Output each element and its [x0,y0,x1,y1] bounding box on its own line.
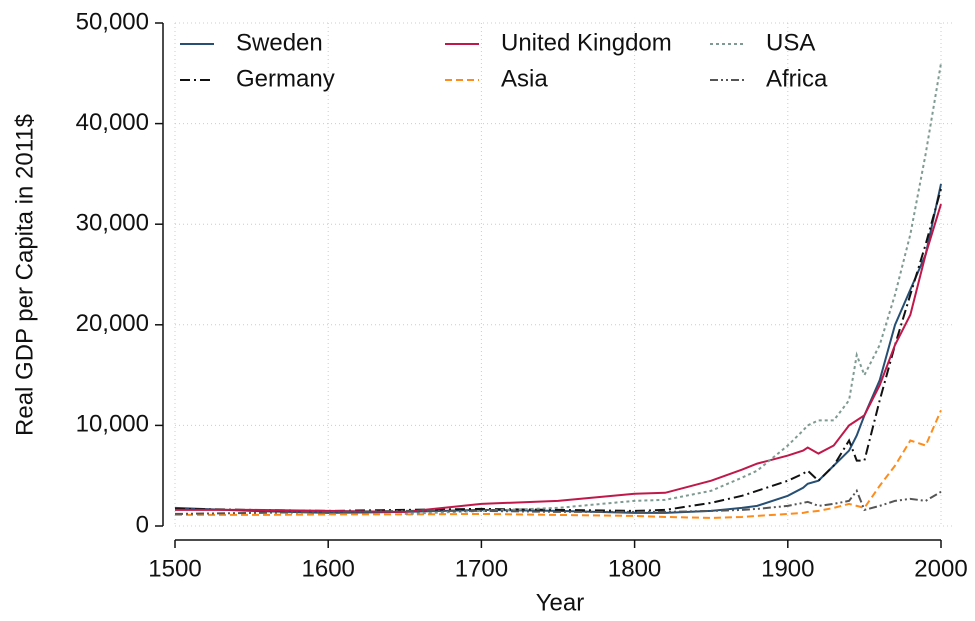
x-tick-label: 1900 [761,555,814,582]
y-tick-label: 10,000 [76,411,149,438]
x-axis-label: Year [536,589,585,616]
y-tick-label: 50,000 [76,8,149,35]
series-line [174,188,942,512]
y-tick-label: 40,000 [76,109,149,136]
y-tick-label: 30,000 [76,210,149,237]
legend-label: Sweden [236,29,323,56]
series-line [175,409,942,519]
legend-label: Africa [766,65,828,92]
x-tick-label: 1800 [608,555,661,582]
legend-label: Asia [501,65,548,92]
y-tick-label: 20,000 [76,310,149,337]
x-tick-label: 1700 [455,555,508,582]
legend-label: Germany [236,65,335,92]
x-tick-label: 1500 [148,555,201,582]
series-line [174,488,942,515]
series-line [174,183,942,514]
legend-label: USA [766,29,815,56]
y-tick-label: 0 [136,511,149,538]
series-line [175,203,942,513]
legend-label: United Kingdom [501,29,672,56]
y-axis-label: Real GDP per Capita in 2011$ [11,114,38,436]
x-tick-label: 2000 [914,555,967,582]
series-line [404,63,942,515]
x-tick-label: 1600 [302,555,355,582]
